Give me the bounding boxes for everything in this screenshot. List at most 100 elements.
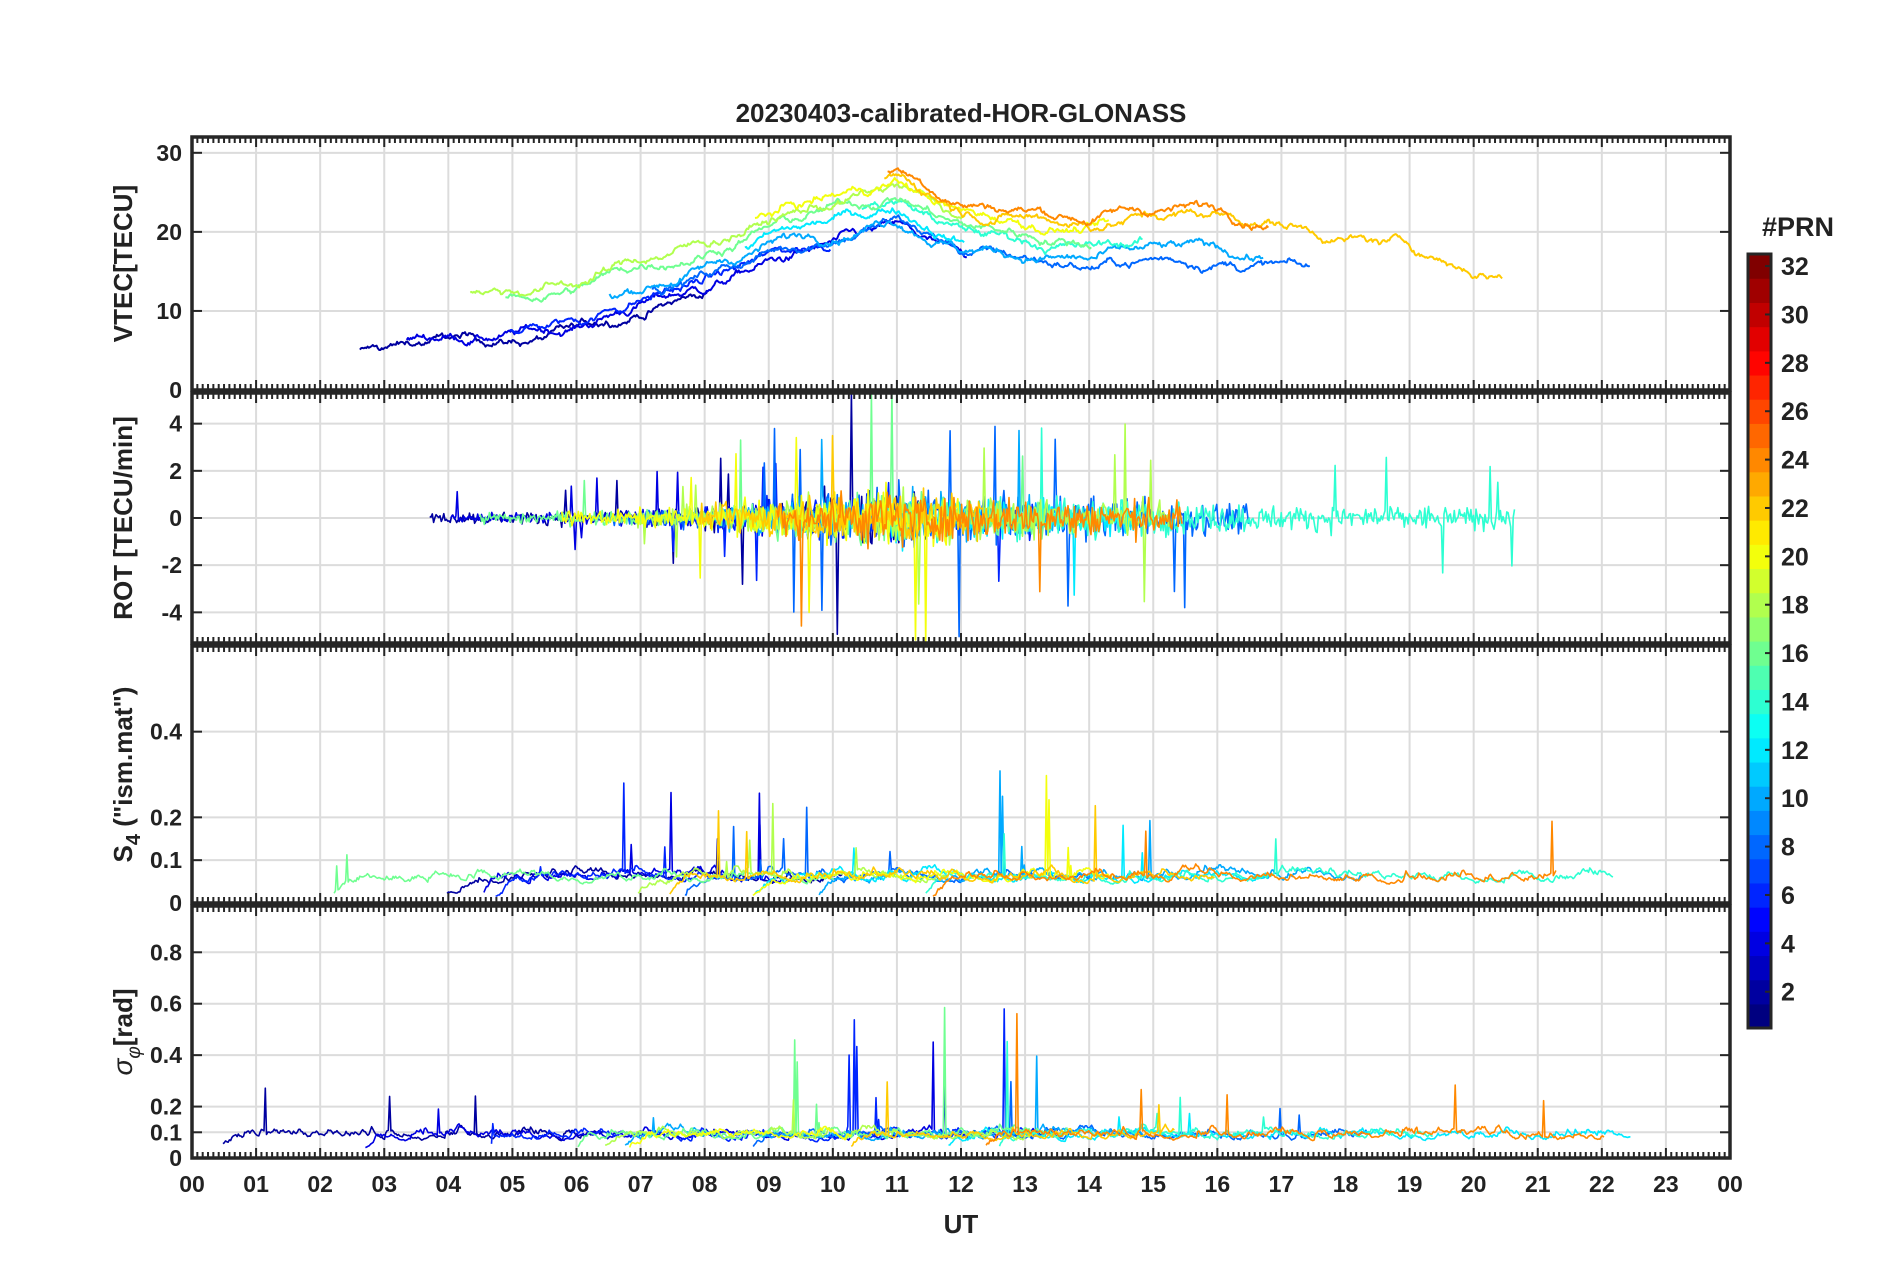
series-line-prn-24 xyxy=(887,167,1270,231)
series-line-prn-20 xyxy=(752,774,1113,897)
y-tick-label: 0 xyxy=(169,1145,182,1171)
y-tick-label: -2 xyxy=(162,552,182,578)
colorbar-segment xyxy=(1748,423,1771,449)
colorbar-tick-label: 4 xyxy=(1781,930,1795,958)
x-tick-label: 22 xyxy=(1589,1171,1615,1197)
series-line-prn-22 xyxy=(669,804,1215,895)
y-label-sub: φ xyxy=(124,1046,145,1058)
series-line-prn-24 xyxy=(985,1012,1605,1146)
x-tick-label: 03 xyxy=(371,1171,397,1197)
x-tick-label: 10 xyxy=(820,1171,846,1197)
colorbar-tick-label: 28 xyxy=(1781,350,1809,378)
colorbar-tick-label: 12 xyxy=(1781,737,1809,765)
y-tick-label: 2 xyxy=(169,458,182,484)
colorbar-segment xyxy=(1748,568,1771,594)
y-tick-label: 4 xyxy=(169,411,182,437)
y-tick-label: 0.6 xyxy=(150,991,182,1017)
x-tick-label: 13 xyxy=(1012,1171,1038,1197)
y-tick-label: 10 xyxy=(156,298,182,324)
grid xyxy=(192,646,1730,903)
colorbar-segment xyxy=(1748,254,1771,279)
x-tick-label: 08 xyxy=(692,1171,718,1197)
series-line-prn-20 xyxy=(628,1125,853,1148)
series-line-prn-16 xyxy=(577,1006,1068,1148)
y-tick-label: 20 xyxy=(156,219,182,245)
series-line-prn-20 xyxy=(754,177,1110,236)
colorbar-segment xyxy=(1748,665,1771,690)
colorbar-segment xyxy=(1748,713,1771,739)
y-tick-label: 30 xyxy=(156,140,182,166)
series-line-prn-22 xyxy=(884,173,1503,280)
series-line-prn-2 xyxy=(222,1087,604,1145)
x-tick-label: 12 xyxy=(948,1171,974,1197)
series-line-prn-8 xyxy=(651,214,1311,296)
colorbar-segment xyxy=(1748,544,1771,570)
colorbar-segment xyxy=(1748,520,1771,545)
series-line-prn-16 xyxy=(333,853,835,894)
y-axis-label: S4 ("ism.mat") xyxy=(108,687,145,863)
x-tick-label: 21 xyxy=(1525,1171,1551,1197)
colorbar-label: #PRN xyxy=(1762,212,1834,242)
series-line-prn-14 xyxy=(984,427,1516,574)
panel-s4: 00.10.20.4S4 ("ism.mat") xyxy=(108,644,1732,916)
colorbar-segment xyxy=(1748,689,1771,715)
x-tick-label: 15 xyxy=(1140,1171,1166,1197)
colorbar-segment xyxy=(1748,761,1771,787)
colorbar-segment xyxy=(1748,616,1771,642)
x-tick-label: 02 xyxy=(307,1171,333,1197)
x-tick-label: 16 xyxy=(1205,1171,1231,1197)
grid xyxy=(192,137,1730,390)
colorbar-segment xyxy=(1748,737,1771,763)
panel-rot: -4 -2 0 2 4 ROT [TECU/min] xyxy=(108,391,1732,645)
x-axis-label: UT xyxy=(944,1209,979,1239)
colorbar-segment xyxy=(1748,326,1771,352)
series-line-prn-6 xyxy=(509,244,832,335)
colorbar-segment xyxy=(1748,592,1771,618)
colorbar-segment xyxy=(1748,786,1771,811)
colorbar-segment xyxy=(1748,302,1771,328)
figure-title: 20230403-calibrated-HOR-GLONASS xyxy=(736,98,1187,128)
colorbar-tick-label: 26 xyxy=(1781,398,1809,426)
y-label-symbol: σ xyxy=(107,1058,138,1076)
colorbar-segment xyxy=(1748,447,1771,473)
colorbar-segment xyxy=(1748,882,1771,908)
x-tick-label: 05 xyxy=(500,1171,526,1197)
colorbar-segment xyxy=(1748,907,1771,932)
colorbar-tick-label: 2 xyxy=(1781,979,1795,1007)
y-axis-label: VTEC[TECU] xyxy=(108,185,138,342)
colorbar-tick-label: 6 xyxy=(1781,882,1795,910)
tick-marks xyxy=(191,393,1731,643)
colorbar-segment xyxy=(1748,858,1771,884)
colorbar-segment xyxy=(1748,641,1771,666)
series-line-prn-10 xyxy=(608,220,1264,300)
y-tick-label: 0.2 xyxy=(150,804,182,830)
series-line-prn-12 xyxy=(744,207,965,250)
series-line-prn-16 xyxy=(505,197,1092,303)
series-group xyxy=(222,1006,1631,1149)
series-line-prn-14 xyxy=(998,1040,1433,1147)
x-tick-label: 01 xyxy=(243,1171,269,1197)
x-tick-label: 00 xyxy=(179,1171,205,1197)
tick-marks xyxy=(191,137,1731,391)
colorbar-tick-label: 14 xyxy=(1781,688,1809,716)
series-line-prn-2 xyxy=(446,823,844,894)
x-tick-label: 17 xyxy=(1269,1171,1295,1197)
colorbar-tick-label: 32 xyxy=(1781,253,1809,281)
x-tick-label: 06 xyxy=(564,1171,590,1197)
colorbar-segment xyxy=(1748,955,1771,981)
x-tick-label: 09 xyxy=(756,1171,782,1197)
y-tick-label: 0 xyxy=(169,377,182,403)
series-line-prn-2 xyxy=(359,291,708,351)
series-line-prn-24 xyxy=(776,490,1183,627)
colorbar-tick-label: 20 xyxy=(1781,543,1809,571)
y-label-rest: [rad] xyxy=(108,988,138,1046)
series-group xyxy=(359,167,1503,351)
colorbar-segment xyxy=(1748,979,1771,1005)
colorbar-segment xyxy=(1748,278,1771,303)
y-tick-label: 0.8 xyxy=(150,939,182,965)
series-line-prn-4 xyxy=(405,219,967,347)
series-line-prn-24 xyxy=(932,820,1557,897)
y-tick-label: 0.2 xyxy=(150,1094,182,1120)
colorbar-segment xyxy=(1748,931,1771,957)
